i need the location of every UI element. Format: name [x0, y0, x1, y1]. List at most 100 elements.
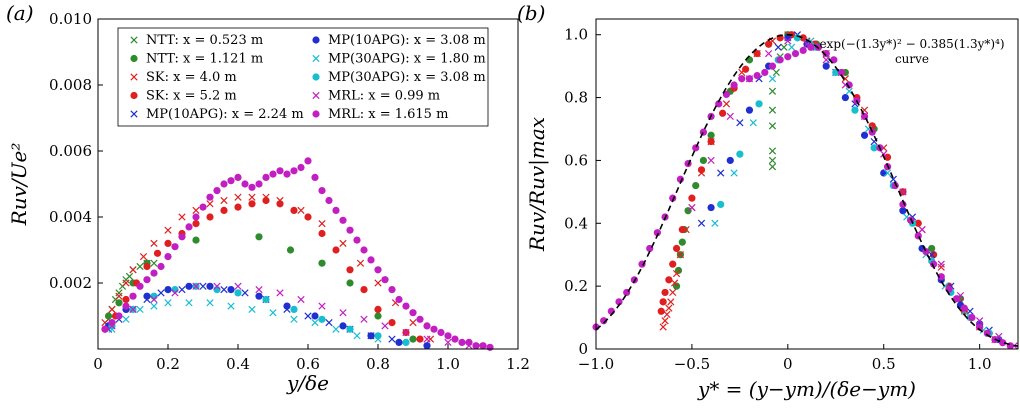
- panel-a-point: [241, 289, 249, 297]
- panel-b-ytick-label: 0: [578, 340, 588, 358]
- panel-a-point: [157, 289, 165, 297]
- panel-a-point: [104, 312, 113, 320]
- panel-a-point: [157, 262, 165, 271]
- legend-marker: [312, 73, 320, 81]
- panel-a-point: [346, 226, 354, 234]
- panel-b-point: [678, 225, 686, 234]
- panel-a-point: [297, 206, 305, 215]
- panel-a-point: [227, 286, 235, 294]
- legend-entry: MP(30APG): x = 1.80 m: [328, 52, 486, 67]
- panel-a-point: [122, 279, 130, 287]
- legend-entry: MP(10APG): x = 2.24 m: [146, 107, 304, 122]
- panel-a-point: [164, 253, 172, 261]
- panel-b-point: [768, 106, 777, 114]
- panel-b-point: [671, 279, 679, 287]
- panel-a-frame: [97, 18, 519, 350]
- panel-a-point: [360, 315, 368, 323]
- panel-b-point: [663, 310, 671, 319]
- panel-b-point: [784, 37, 792, 45]
- panel-b-point: [738, 75, 746, 83]
- panel-b-point: [600, 317, 608, 325]
- panel-a-point: [192, 220, 200, 228]
- panel-a-point: [213, 187, 221, 195]
- panel-b-point: [772, 68, 780, 77]
- panel-a-point: [220, 285, 228, 294]
- panel-b-point: [659, 298, 667, 306]
- panel-a-point: [241, 180, 249, 188]
- panel-b-point: [937, 260, 945, 268]
- panel-a-xtick-label: 0: [93, 355, 103, 373]
- panel-b-point: [889, 175, 897, 183]
- panel-b-point: [692, 144, 700, 152]
- panel-a-series: [104, 233, 417, 343]
- panel-b-point: [672, 282, 681, 290]
- panel-a-point: [318, 315, 326, 323]
- panel-a-point: [213, 282, 221, 290]
- panel-a-point: [356, 259, 365, 267]
- panel-b-point: [699, 128, 708, 136]
- panel-a-point: [192, 213, 200, 221]
- panel-a-series: [108, 299, 382, 343]
- panel-b-point: [953, 295, 961, 303]
- panel-b-point: [922, 247, 930, 256]
- panel-b-point: [745, 75, 754, 83]
- panel-b-point: [768, 62, 777, 70]
- panel-a-ytick-label: 0.002: [49, 274, 92, 292]
- panel-b-point: [768, 122, 777, 130]
- legend-marker: [130, 36, 138, 44]
- panel-a-point: [115, 312, 123, 320]
- panel-a-point: [122, 295, 130, 304]
- panel-a-xtick-label: 0.4: [226, 355, 250, 373]
- panel-a-point: [325, 318, 333, 327]
- panel-b-point: [659, 323, 667, 331]
- panel-b-point: [672, 269, 681, 278]
- panel-b-point: [692, 181, 700, 190]
- panel-a-point: [248, 200, 256, 208]
- panel-b-fit-curve: [595, 33, 1019, 347]
- panel-b-point: [841, 93, 849, 102]
- panel-a-series: [104, 282, 431, 350]
- panel-b-point: [722, 90, 731, 99]
- panel-a-point: [178, 233, 186, 241]
- panel-a-point: [318, 259, 326, 267]
- panel-a-point: [437, 328, 445, 337]
- panel-a-point: [332, 246, 340, 254]
- panel-b-point: [719, 109, 727, 117]
- panel-a-point: [153, 249, 162, 257]
- panel-b-point: [776, 56, 784, 64]
- panel-b-point: [669, 194, 677, 202]
- panel-b-point: [883, 169, 892, 177]
- panel-a-legend: NTT: x = 0.523 m NTT: x = 1.121 m SK: x = …: [117, 27, 489, 127]
- panel-b-label: (b): [517, 1, 545, 25]
- panel-a-point: [374, 312, 382, 320]
- panel-a-point: [206, 299, 214, 307]
- panel-a-point: [374, 266, 382, 274]
- panel-a-point: [360, 286, 368, 294]
- panel-a-point: [402, 338, 410, 346]
- panel-a-point: [185, 299, 193, 307]
- panel-a-point: [325, 196, 333, 205]
- panel-a-point: [108, 305, 116, 314]
- panel-a-series: [104, 259, 158, 323]
- panel-a-point: [164, 299, 172, 307]
- panel-a-point: [339, 309, 347, 317]
- panel-a-point: [426, 335, 435, 343]
- legend-entry: NTT: x = 0.523 m: [146, 33, 263, 48]
- panel-b-point: [722, 100, 731, 108]
- panel-b-point: [774, 43, 782, 51]
- panel-a-point: [220, 206, 228, 214]
- panel-a-point: [346, 279, 354, 287]
- panel-a-series: [101, 193, 435, 343]
- panel-a-point: [465, 338, 473, 346]
- panel-a-point: [276, 167, 284, 175]
- panel-b-series: [592, 43, 1014, 350]
- panel-a-point: [402, 302, 410, 310]
- panel-a-point: [248, 305, 256, 314]
- panel-a-point: [409, 318, 417, 327]
- panel-a-point: [192, 206, 200, 215]
- panel-a-point: [423, 342, 431, 350]
- panel-a-point: [286, 246, 295, 254]
- panel-b-ytick-label: 0.2: [564, 277, 588, 295]
- panel-b-point: [768, 75, 777, 83]
- panel-b-point: [791, 49, 800, 58]
